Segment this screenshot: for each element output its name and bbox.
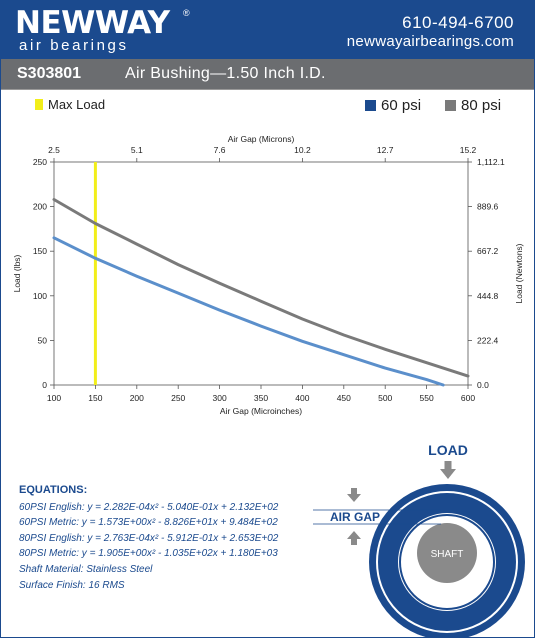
- y-tick-label: 100: [33, 291, 47, 301]
- shaft-circle: [417, 523, 477, 583]
- legend-80psi: 80 psi: [445, 97, 501, 114]
- legend-60psi: 60 psi: [365, 97, 421, 114]
- air-gap-label: AIR GAP: [330, 510, 380, 524]
- x-tick-label: 150: [88, 393, 102, 403]
- legend-80psi-label: 80 psi: [461, 97, 502, 114]
- y-tick-label: 250: [33, 157, 47, 167]
- air-gap-arrow-up-icon: [347, 531, 361, 545]
- website-url[interactable]: newwayairbearings.com: [346, 33, 514, 50]
- bore-outline: [399, 514, 495, 610]
- product-title: Air Bushing—1.50 Inch I.D.: [125, 65, 326, 82]
- equation-line: 60PSI Metric: y = 1.573E+00x² - 8.826E+0…: [19, 517, 278, 529]
- y-tick-label: 0: [42, 380, 47, 390]
- equation-line: 80PSI Metric: y = 1.905E+00x² - 1.035E+0…: [19, 548, 278, 560]
- series-80psi-line: [52, 198, 470, 378]
- x-tick-label: 200: [130, 393, 144, 403]
- x-tick-label: 500: [378, 393, 392, 403]
- y-tick-label: 150: [33, 246, 47, 256]
- series-60psi-line: [52, 236, 445, 387]
- y-axis-title: Load (lbs): [12, 254, 22, 292]
- x2-tick-label: 10.2: [294, 145, 311, 155]
- surface-finish-line: Surface Finish: 16 RMS: [19, 579, 125, 591]
- y2-tick-label: 222.4: [477, 335, 499, 345]
- equation-line: 60PSI English: y = 2.282E-04x² - 5.040E-…: [19, 501, 279, 513]
- x-tick-label: 550: [420, 393, 434, 403]
- y2-tick-label: 667.2: [477, 246, 499, 256]
- y-tick-label: 200: [33, 202, 47, 212]
- shaft-label: SHAFT: [431, 549, 464, 560]
- x2-tick-label: 5.1: [131, 145, 143, 155]
- part-number: S303801: [17, 65, 82, 82]
- x2-tick-label: 12.7: [377, 145, 394, 155]
- y2-tick-label: 0.0: [477, 380, 489, 390]
- x-tick-label: 600: [461, 393, 475, 403]
- legend-max-load-label: Max Load: [48, 97, 106, 112]
- logo-tagline: air bearings: [19, 37, 129, 54]
- x-tick-label: 350: [254, 393, 268, 403]
- x2-tick-label: 15.2: [460, 145, 477, 155]
- equations-block: EQUATIONS: 60PSI English: y = 2.282E-04x…: [19, 483, 278, 593]
- load-label: LOAD: [428, 442, 468, 458]
- x-axis-title: Air Gap (Microinches): [220, 406, 302, 416]
- title-bar: S303801 Air Bushing—1.50 Inch I.D.: [1, 59, 534, 90]
- y2-tick-label: 1,112.1: [477, 157, 505, 167]
- load-arrow-icon: [440, 461, 456, 479]
- header-banner: NEWWAY ® air bearings 610-494-6700 newwa…: [1, 1, 534, 59]
- legend-60psi-label: 60 psi: [381, 97, 422, 114]
- x-tick-label: 400: [295, 393, 309, 403]
- x-tick-label: 100: [47, 393, 61, 403]
- equation-line: 80PSI English: y = 2.763E-04x² - 5.912E-…: [19, 532, 279, 544]
- max-load-swatch: [35, 99, 43, 110]
- x-tick-label: 450: [337, 393, 351, 403]
- logo-wordmark: NEWWAY: [15, 5, 170, 41]
- x2-tick-label: 2.5: [48, 145, 60, 155]
- bushing-diagram: LOAD SHAFT AIR GAP: [313, 442, 525, 637]
- y2-tick-label: 889.6: [477, 202, 499, 212]
- equations-title: EQUATIONS:: [19, 484, 88, 496]
- y2-axis-title: Load (Newtons): [514, 243, 524, 303]
- x2-axis-title: Air Gap (Microns): [228, 134, 295, 144]
- x-tick-label: 300: [213, 393, 227, 403]
- y-tick-label: 50: [38, 335, 48, 345]
- air-gap-arrow-down-icon: [347, 488, 361, 502]
- x2-tick-label: 7.6: [214, 145, 226, 155]
- 60psi-swatch: [365, 100, 376, 111]
- plot-frame: [53, 161, 469, 386]
- 80psi-swatch: [445, 100, 456, 111]
- legend-max-load: Max Load: [35, 97, 105, 112]
- registered-mark: ®: [183, 8, 190, 18]
- y2-tick-label: 444.8: [477, 291, 499, 301]
- phone-number: 610-494-6700: [402, 13, 514, 32]
- x-tick-label: 250: [171, 393, 185, 403]
- shaft-material-line: Shaft Material: Stainless Steel: [19, 563, 153, 575]
- bushing-outer-highlight: [376, 491, 518, 633]
